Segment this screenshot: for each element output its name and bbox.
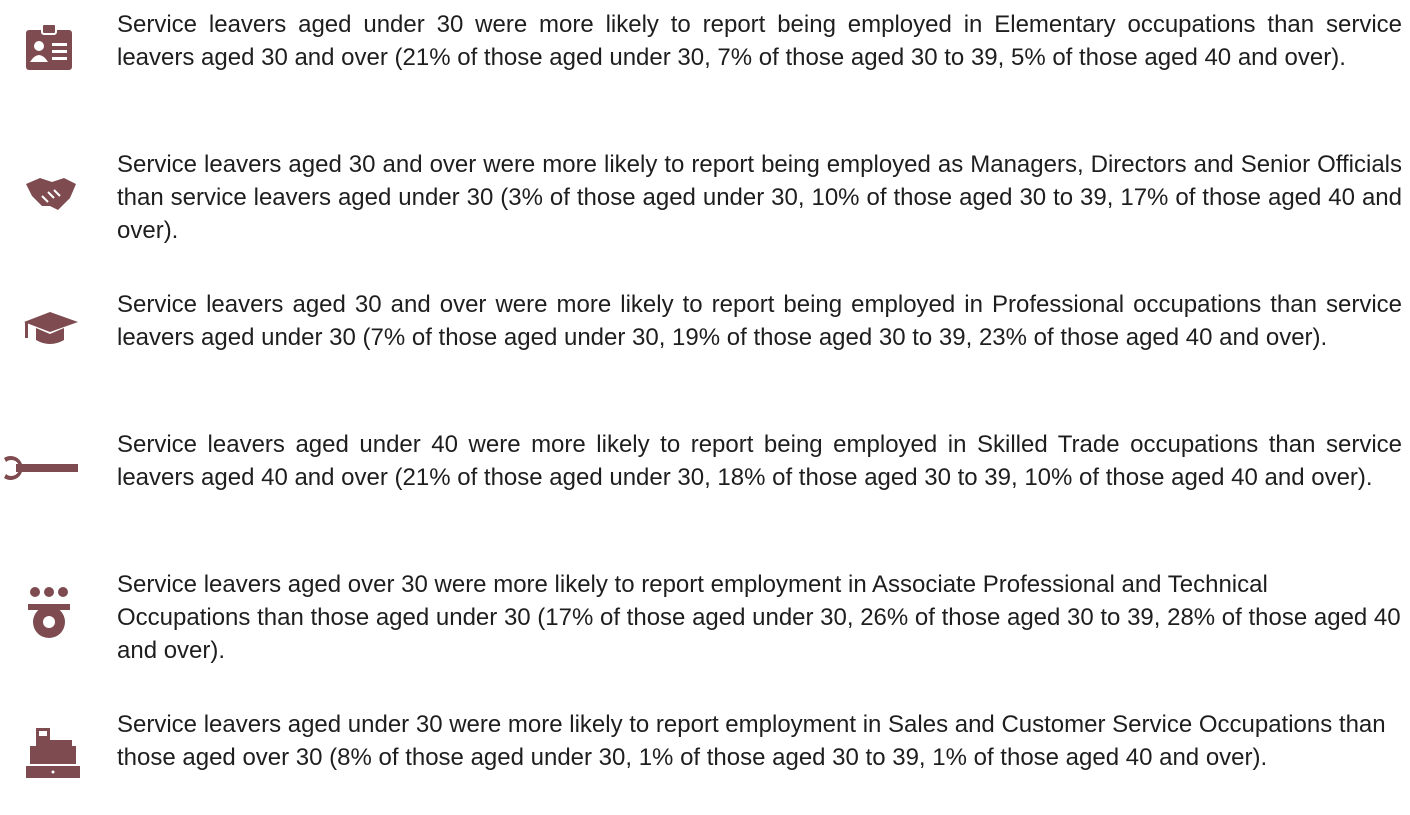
graduation-cap-icon <box>24 312 78 344</box>
finding-text: Service leavers aged under 30 were more … <box>117 711 1386 771</box>
finding: Service leavers aged under 30 were more … <box>0 4 1410 114</box>
finding: Service leavers aged 30 and over were mo… <box>0 144 1410 254</box>
finding-text: Service leavers aged under 40 were more … <box>117 431 1402 491</box>
finding-text: Service leavers aged under 30 were more … <box>117 11 1402 71</box>
finding: Service leavers aged under 40 were more … <box>0 424 1410 534</box>
finding-text: Service leavers aged 30 and over were mo… <box>117 291 1402 351</box>
team-gear-icon <box>28 587 70 638</box>
finding-text: Service leavers aged over 30 were more l… <box>117 571 1401 664</box>
cash-register-icon <box>26 728 80 778</box>
finding: Service leavers aged over 30 were more l… <box>0 564 1410 674</box>
finding: Service leavers aged under 30 were more … <box>0 704 1410 814</box>
finding: Service leavers aged 30 and over were mo… <box>0 284 1410 394</box>
id-card-icon <box>26 23 72 70</box>
finding-text: Service leavers aged 30 and over were mo… <box>117 151 1402 244</box>
handshake-icon <box>26 178 76 210</box>
wrench-icon <box>4 456 78 480</box>
